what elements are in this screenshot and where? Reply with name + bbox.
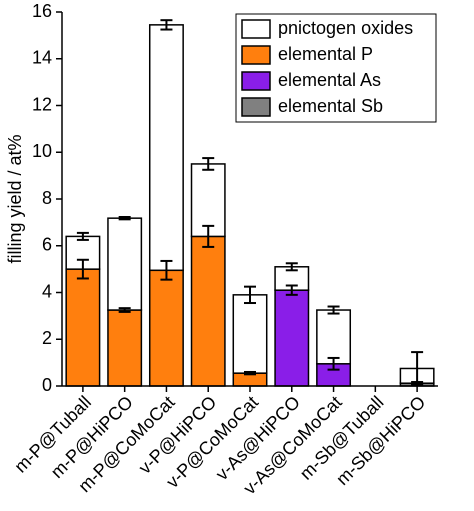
- y-tick-label: 16: [32, 1, 52, 21]
- error-bar: [76, 231, 89, 241]
- error-bar: [411, 351, 424, 386]
- y-tick-label: 12: [32, 94, 52, 114]
- error-bar: [244, 285, 256, 305]
- legend-label: elemental As: [278, 70, 381, 90]
- error-bar: [327, 356, 340, 371]
- bar-segment: [274, 289, 310, 387]
- bar-segment: [148, 24, 184, 272]
- y-tick-label: 0: [42, 375, 52, 395]
- y-tick-label: 10: [32, 141, 52, 161]
- error-bar: [76, 258, 89, 280]
- bar-segment: [232, 294, 268, 374]
- error-bar: [285, 262, 298, 272]
- error-bar: [202, 224, 215, 248]
- y-tick-label: 14: [32, 48, 52, 68]
- bar-segment: [316, 309, 352, 365]
- bar-segment: [148, 269, 184, 387]
- bar-segment: [107, 309, 143, 387]
- error-bar: [118, 215, 131, 221]
- y-tick-label: 8: [42, 188, 52, 208]
- error-bar: [118, 307, 131, 313]
- bar-segment: [65, 268, 101, 387]
- legend-swatch: [241, 45, 271, 65]
- y-tick-label: 6: [42, 235, 52, 255]
- error-bar: [160, 259, 173, 281]
- legend-swatch: [241, 97, 271, 117]
- error-bar: [327, 305, 340, 315]
- y-axis-label: filling yield / at%: [5, 134, 25, 263]
- y-tick-label: 4: [42, 281, 52, 301]
- legend-swatch: [241, 19, 271, 39]
- error-bar: [160, 19, 173, 31]
- error-bar: [285, 284, 298, 296]
- error-bar: [202, 157, 215, 171]
- legend-label: elemental Sb: [278, 96, 383, 116]
- bar-segment: [190, 235, 226, 387]
- bar-segment: [107, 217, 143, 311]
- legend-label: elemental P: [278, 44, 373, 64]
- legend-label: pnictogen oxides: [278, 18, 413, 38]
- legend-swatch: [241, 71, 271, 91]
- y-tick-label: 2: [42, 328, 52, 348]
- error-bar: [244, 370, 256, 376]
